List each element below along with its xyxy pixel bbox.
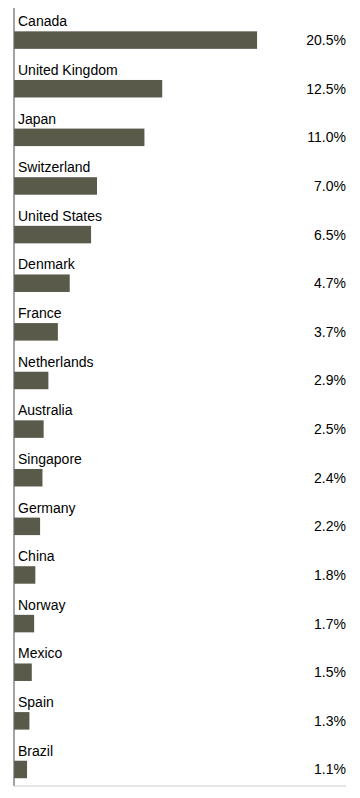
bar: [14, 420, 44, 438]
value-label: 3.7%: [314, 324, 346, 340]
value-label: 12.5%: [306, 81, 346, 97]
chart-container: Canada 20.5% United Kingdom 12.5% Japan 11.0%…: [0, 0, 360, 798]
bar: [14, 80, 162, 98]
bar: [14, 761, 27, 779]
category-label: France: [18, 305, 62, 321]
category-label: China: [18, 548, 55, 564]
bar: [14, 469, 42, 487]
bar: [14, 274, 70, 292]
category-label: Canada: [18, 13, 67, 29]
value-label: 1.8%: [314, 567, 346, 583]
category-label: Germany: [18, 500, 76, 516]
category-label: Netherlands: [18, 354, 94, 370]
bar: [14, 177, 97, 195]
bar: [14, 31, 257, 49]
axis-line: [13, 8, 14, 786]
value-label: 20.5%: [306, 32, 346, 48]
bar: [14, 226, 91, 244]
value-label: 4.7%: [314, 275, 346, 291]
value-label: 1.3%: [314, 713, 346, 729]
value-label: 2.9%: [314, 372, 346, 388]
category-label: Japan: [18, 111, 56, 127]
chart-svg: Canada 20.5% United Kingdom 12.5% Japan 11.0%…: [0, 0, 360, 798]
bar: [14, 663, 32, 681]
bar: [14, 712, 29, 730]
bars: [14, 31, 257, 778]
labels: Canada 20.5% United Kingdom 12.5% Japan 11.0%…: [18, 13, 346, 777]
value-label: 2.4%: [314, 470, 346, 486]
value-label: 1.1%: [314, 761, 346, 777]
value-label: 6.5%: [314, 227, 346, 243]
bar: [14, 372, 48, 390]
bar: [14, 518, 40, 536]
value-label: 1.5%: [314, 664, 346, 680]
axis-line: [14, 786, 346, 787]
category-label: Spain: [18, 694, 54, 710]
bar: [14, 615, 34, 633]
category-label: Singapore: [18, 451, 82, 467]
category-label: Switzerland: [18, 159, 90, 175]
category-label: Australia: [18, 402, 73, 418]
bar: [14, 129, 144, 147]
value-label: 1.7%: [314, 616, 346, 632]
value-label: 7.0%: [314, 178, 346, 194]
category-label: Norway: [18, 597, 65, 613]
value-label: 2.5%: [314, 421, 346, 437]
bar: [14, 323, 58, 341]
category-label: Mexico: [18, 645, 63, 661]
category-label: United States: [18, 208, 102, 224]
category-label: United Kingdom: [18, 62, 118, 78]
category-label: Brazil: [18, 743, 53, 759]
bar: [14, 566, 35, 584]
value-label: 2.2%: [314, 518, 346, 534]
value-label: 11.0%: [307, 129, 346, 145]
category-label: Denmark: [18, 256, 76, 272]
